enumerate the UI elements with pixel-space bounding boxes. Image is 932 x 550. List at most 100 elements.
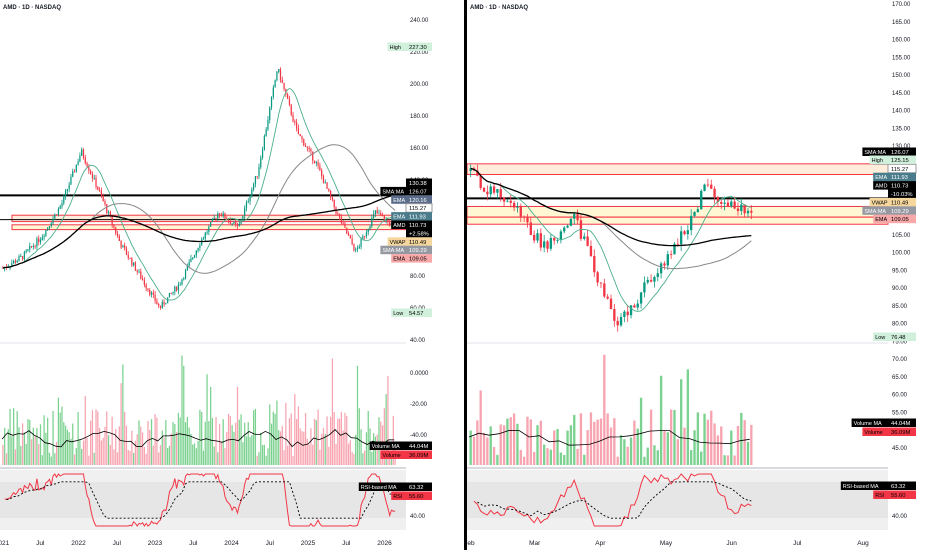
candle-body	[606, 296, 609, 299]
candle-body	[240, 220, 242, 224]
candle-body	[583, 236, 586, 239]
candle-body	[700, 190, 703, 210]
candle-body	[14, 260, 17, 263]
candle-body	[643, 282, 646, 293]
volume-bar	[663, 431, 666, 465]
candle-body	[141, 278, 144, 281]
volume-bar	[98, 428, 101, 465]
price-tag-label-box	[391, 254, 406, 263]
zone-box	[467, 163, 889, 175]
y-tick-label: 145.00	[892, 91, 911, 97]
volume-bar	[265, 455, 267, 465]
candle-body	[301, 136, 303, 140]
candle-body	[115, 227, 117, 234]
candle-body	[351, 238, 353, 245]
volume-bar	[338, 418, 341, 465]
volume-bar	[616, 456, 619, 465]
price-tag-value-box	[888, 181, 916, 190]
volume-bar	[115, 428, 117, 465]
ema-line	[470, 167, 752, 312]
price-tag-value: 126.07	[409, 189, 427, 195]
candle-body	[374, 210, 377, 215]
volume-bar	[294, 394, 296, 465]
candle-body	[369, 226, 371, 230]
candle-body	[86, 163, 88, 167]
candle-body	[120, 241, 122, 248]
x-tick-label: Jun	[726, 540, 737, 547]
volume-bar	[589, 412, 593, 465]
candle-body	[589, 245, 593, 257]
candle-body	[236, 224, 239, 226]
volume-bar	[208, 421, 210, 465]
candle-body	[276, 71, 278, 81]
candle-body	[45, 229, 47, 236]
volume-bar	[7, 429, 9, 465]
volume-bar	[64, 425, 67, 465]
volume-bar	[583, 454, 586, 465]
candle-body	[82, 149, 85, 158]
volume-bar	[213, 446, 215, 465]
candle-body	[57, 208, 60, 215]
volume-bar	[553, 430, 556, 465]
volume-bar	[217, 452, 219, 465]
volume-bar	[283, 450, 285, 465]
left-chart[interactable]: 240.00220.00200.00180.00160.00140.00120.…	[0, 0, 464, 550]
candle-body	[272, 87, 274, 97]
price-tag-value-box	[888, 172, 916, 182]
candle-body	[20, 256, 22, 257]
candle-body	[231, 223, 233, 225]
volume-bar	[93, 452, 95, 465]
candle-body	[227, 220, 230, 222]
price-tag-value: 110.73	[891, 184, 908, 190]
volume-bar	[95, 409, 97, 465]
volume-bar	[512, 413, 516, 465]
right-chart[interactable]: 170.00 165.00 160.00 155.00 150.00 145.00 140.…	[467, 0, 932, 550]
candle-body	[39, 239, 42, 243]
candle-body	[639, 292, 643, 304]
volume-bar	[143, 447, 146, 465]
volume-bar	[563, 454, 566, 465]
volume-bar	[506, 418, 509, 465]
volume-bar	[235, 422, 237, 465]
volume-bar	[70, 438, 72, 465]
volume-bar	[633, 420, 636, 465]
volume-bar	[346, 415, 348, 465]
volume-bar	[260, 432, 262, 465]
candle-body	[593, 256, 596, 273]
volume-bar	[308, 444, 310, 465]
candle-body	[143, 280, 146, 285]
candle-body	[104, 201, 106, 205]
right-chart-title: AMD · 1D · NASDAQ	[470, 5, 528, 11]
candle-body	[152, 292, 154, 295]
rsi-ma-tag-label-box	[358, 482, 406, 491]
rsi-tag-label-box	[873, 490, 888, 499]
candle-body	[306, 146, 308, 148]
candle-body	[25, 250, 27, 252]
volume-bar	[287, 445, 289, 465]
candle-body	[506, 200, 509, 202]
candle-body	[322, 176, 325, 184]
price-tag-value: 130.38	[409, 181, 427, 187]
volume-bar	[299, 428, 301, 465]
volume-bar	[204, 421, 206, 465]
candle-body	[127, 254, 129, 258]
candle-body	[156, 301, 158, 305]
volume-bar	[170, 433, 172, 465]
pane-divider[interactable]	[464, 0, 467, 550]
candle-body	[34, 245, 36, 247]
y-tick-label: 75.00	[892, 339, 908, 345]
rsi-ma-tag-value-box	[406, 482, 432, 491]
volume-bar	[703, 413, 706, 465]
volume-bar	[740, 412, 743, 465]
volume-bar	[34, 435, 36, 465]
candle-body	[295, 122, 298, 129]
volume-bar	[576, 448, 579, 465]
candle-body	[190, 258, 192, 262]
candle-body	[346, 227, 348, 234]
rsi-ma-line	[477, 481, 752, 519]
candle-body	[526, 216, 529, 223]
candle-body	[172, 291, 174, 294]
volume-bar	[168, 445, 171, 465]
volume-bar	[9, 408, 11, 465]
volume-bar	[629, 437, 633, 465]
